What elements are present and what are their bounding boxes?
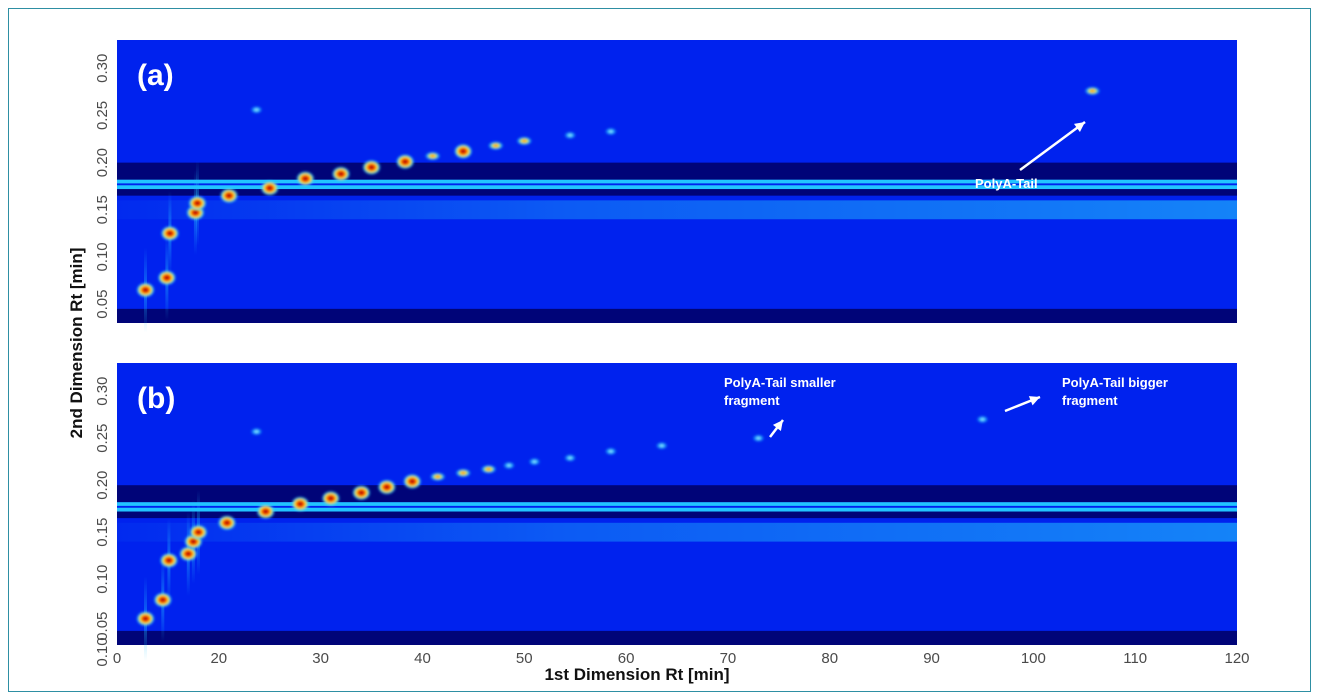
peak (454, 143, 473, 159)
peak (159, 552, 179, 568)
y-tick-label: 0.30 (94, 54, 111, 83)
y-tick-label: 0.10 (94, 242, 111, 271)
peak (480, 464, 497, 474)
panel-b: (b) PolyA-Tail smaller fragment PolyA-Tail … (117, 363, 1237, 661)
peak (1084, 86, 1101, 96)
y-tick-label: 0.15 (94, 195, 111, 224)
x-tick-label: 100 (1021, 650, 1046, 667)
peak (352, 485, 371, 501)
annotation-text: fragment (724, 393, 780, 408)
heatmap-band (117, 308, 1237, 323)
x-tick-label: 120 (1224, 650, 1249, 667)
x-tick-label: 30 (312, 650, 329, 667)
y-tick-label: 0.20 (94, 148, 111, 177)
peak (564, 131, 576, 140)
peak (188, 195, 207, 211)
x-tick-label: 80 (821, 650, 838, 667)
peak (219, 188, 239, 204)
annotation-text: fragment (1062, 393, 1118, 408)
x-tick-label: 0 (113, 650, 121, 667)
peak (655, 441, 668, 450)
x-tick-label: 20 (210, 650, 227, 667)
heatmap-band (117, 522, 1237, 542)
peak (189, 524, 208, 540)
peak (136, 611, 155, 627)
heatmap-band (117, 162, 1237, 180)
peak (291, 496, 310, 512)
peak (250, 106, 263, 114)
y-tick-label: 0.25 (94, 101, 111, 130)
peak (256, 504, 275, 520)
panel-label: (b) (137, 382, 175, 415)
peak (179, 546, 198, 562)
annotation-arrowhead (772, 420, 783, 431)
peak (362, 159, 381, 175)
peak (752, 434, 765, 442)
peak (976, 415, 989, 424)
x-tick-label: 70 (720, 650, 737, 667)
peak (604, 127, 617, 136)
x-tick-label: 40 (414, 650, 431, 667)
peak (296, 171, 315, 187)
x-tick-label: 60 (618, 650, 635, 667)
annotation-arrow (1019, 120, 1086, 172)
heatmap-band (117, 507, 1237, 512)
y-tick-label: 0.10 (94, 637, 111, 666)
y-tick-label: 0.30 (94, 377, 111, 406)
peak (321, 490, 340, 506)
heatmap-band (117, 179, 1237, 184)
y-tick-label: 0.10 (94, 565, 111, 594)
annotation-text: PolyA-Tail bigger (1062, 375, 1168, 390)
peak (604, 447, 617, 456)
peak (136, 282, 155, 298)
panel-a: (a) PolyA-Tail (117, 40, 1237, 333)
x-tick-label: 110 (1123, 650, 1147, 667)
peak (377, 479, 396, 495)
peak (487, 141, 504, 151)
heatmap-band (117, 185, 1237, 190)
peak (528, 457, 541, 466)
y-tick-label: 0.25 (94, 424, 111, 453)
peak (250, 427, 263, 436)
peak (516, 136, 533, 146)
heatmap-band (117, 511, 1237, 519)
peak (331, 166, 351, 182)
peak (396, 154, 415, 170)
x-axis-title: 1st Dimension Rt [min] (544, 665, 729, 684)
annotation-arrowhead (1073, 122, 1085, 132)
heatmap-band (117, 502, 1237, 506)
peak (503, 461, 515, 470)
peak (455, 468, 471, 478)
heatmap-band (117, 630, 1237, 645)
y-tick-label: 0.15 (94, 518, 111, 547)
y-axis-title: 2nd Dimension Rt [min] (67, 248, 86, 439)
peak (564, 454, 576, 462)
x-tick-label: 50 (516, 650, 533, 667)
annotation-text: PolyA-Tail smaller (724, 375, 836, 390)
peak (429, 472, 446, 482)
peak (424, 151, 441, 161)
y-tick-label: 0.05 (94, 290, 111, 319)
peak (153, 592, 172, 608)
y-tick-label: 0.20 (94, 471, 111, 500)
peak (157, 270, 176, 286)
heatmap-band (117, 189, 1237, 196)
panel-label: (a) (137, 59, 174, 92)
heatmap-band (117, 200, 1237, 220)
peak (260, 180, 279, 196)
peak (217, 515, 237, 531)
annotation-text: PolyA-Tail (975, 176, 1038, 191)
x-tick-label: 90 (923, 650, 940, 667)
peak (403, 473, 422, 489)
heatmap-band (117, 485, 1237, 503)
y-tick-label: 0.05 (94, 612, 111, 641)
peak (160, 225, 180, 241)
annotation-arrowhead (1028, 396, 1040, 406)
